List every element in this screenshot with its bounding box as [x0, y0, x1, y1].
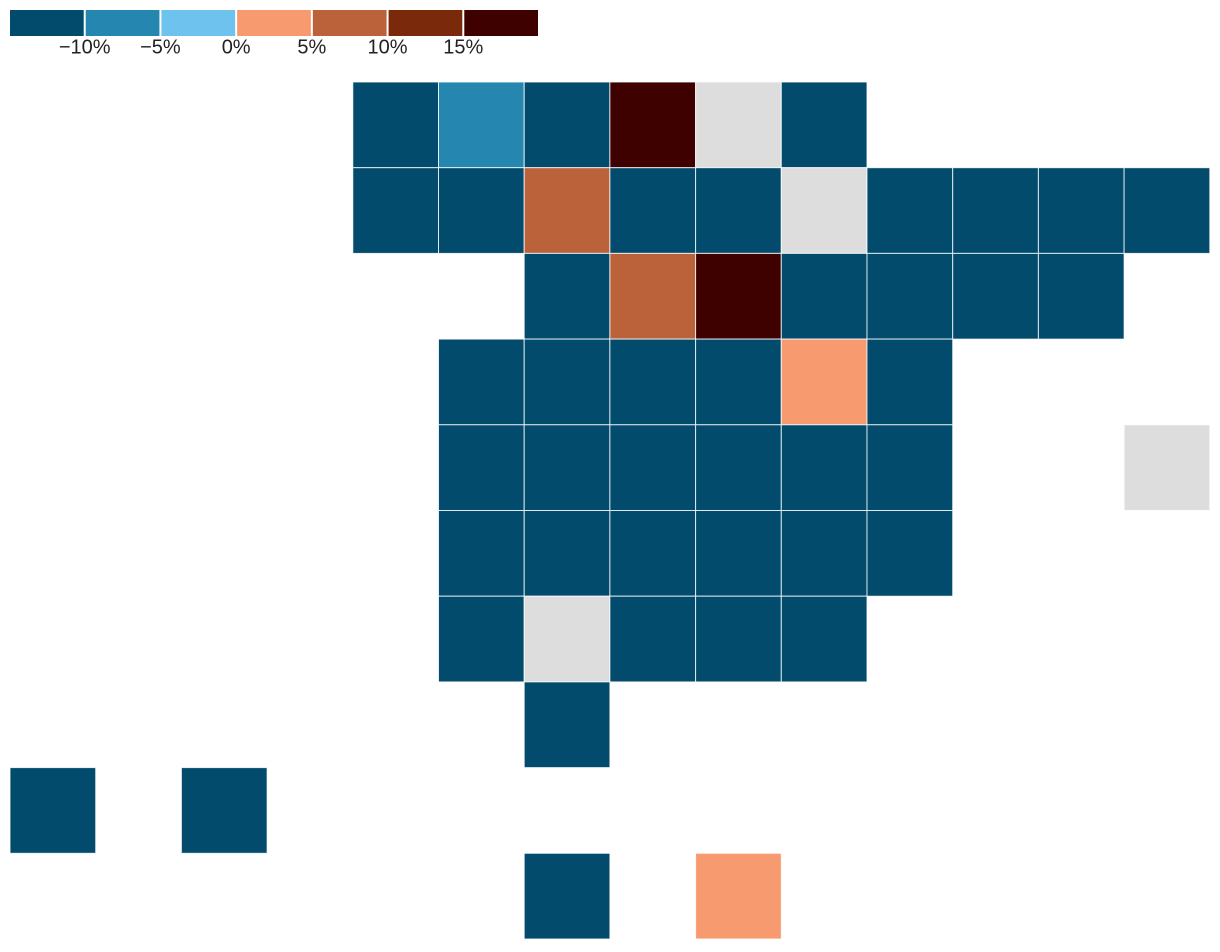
tile: [523, 681, 611, 769]
tile: [609, 338, 697, 426]
tile: [866, 424, 954, 511]
tile: [780, 595, 868, 683]
tile: [780, 252, 868, 340]
legend-swatch: [388, 10, 463, 36]
tile: [780, 338, 868, 426]
tile: [866, 252, 954, 340]
tile: [523, 252, 611, 340]
legend-tick-label: 10%: [368, 36, 408, 58]
legend-tick-label: −10%: [59, 36, 111, 58]
tile: [695, 167, 782, 254]
tile: [780, 167, 868, 254]
legend-tick-label: 5%: [297, 36, 326, 58]
legend-swatch: [10, 10, 84, 36]
legend-swatch: [161, 10, 236, 36]
tile: [609, 595, 697, 683]
tile: [438, 510, 525, 597]
legend-swatch: [237, 10, 311, 36]
tile: [1123, 424, 1211, 511]
legend-tick-label: 0%: [222, 36, 251, 58]
tile: [695, 252, 782, 340]
tile: [438, 81, 525, 169]
tile: [438, 338, 525, 426]
tile: [523, 595, 611, 683]
tile: [438, 424, 525, 511]
tile: [866, 510, 954, 597]
tile: [952, 167, 1039, 254]
tile: [438, 167, 525, 254]
tile: [866, 338, 954, 426]
tile: [609, 167, 697, 254]
tile: [523, 424, 611, 511]
legend-swatch: [464, 10, 538, 36]
tile: [609, 81, 697, 169]
legend-swatch: [85, 10, 160, 36]
tile: [695, 338, 782, 426]
tile: [609, 510, 697, 597]
tile: [695, 81, 782, 169]
legend-tick-label: −5%: [140, 36, 181, 58]
tile: [952, 252, 1039, 340]
tile: [609, 252, 697, 340]
tile: [523, 852, 611, 940]
tile: [180, 767, 268, 854]
tile: [695, 424, 782, 511]
tile: [780, 81, 868, 169]
tile: [695, 595, 782, 683]
tile: [1037, 167, 1125, 254]
legend-tick-label: 15%: [443, 36, 483, 58]
tile: [1037, 252, 1125, 340]
tile: [780, 510, 868, 597]
tile: [438, 595, 525, 683]
tile: [866, 167, 954, 254]
legend-swatch: [312, 10, 387, 36]
tile: [9, 767, 97, 854]
tile: [695, 510, 782, 597]
tile: [523, 81, 611, 169]
tile: [523, 167, 611, 254]
tile: [523, 510, 611, 597]
tile: [609, 424, 697, 511]
tile: [352, 81, 439, 169]
tile: [780, 424, 868, 511]
tile: [1123, 167, 1211, 254]
tile: [352, 167, 439, 254]
tile: [695, 852, 782, 940]
tile: [523, 338, 611, 426]
